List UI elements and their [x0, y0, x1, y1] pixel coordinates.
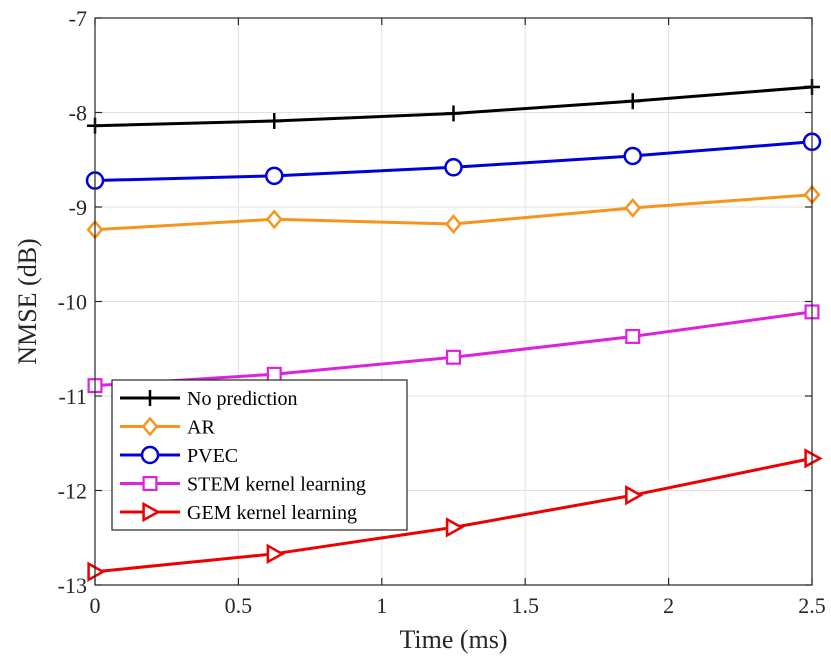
- square-marker: [142, 476, 158, 492]
- legend-item-gem-kernel-learning: GEM kernel learning: [120, 501, 357, 524]
- series-layer: [85, 78, 823, 582]
- circle-marker: [444, 158, 463, 177]
- y-tick-label: -9: [69, 195, 87, 220]
- plus-marker: [266, 113, 283, 130]
- circle-marker: [623, 146, 642, 166]
- legend-label: GEM kernel learning: [187, 502, 357, 524]
- triangle-right-marker: [142, 501, 161, 523]
- triangle-right-marker: [87, 561, 106, 582]
- diamond-marker: [445, 214, 462, 234]
- diamond-marker: [624, 198, 642, 218]
- legend-label: STEM kernel learning: [187, 474, 366, 496]
- circle-marker: [140, 445, 160, 465]
- plus-marker: [142, 390, 158, 406]
- axis-ticks: 0 0.5 1 1.5 2 2.5 -13 -12 -11 -10 -9 -8 -7: [58, 6, 826, 618]
- y-tick-label: -10: [58, 290, 87, 315]
- diamond-marker: [265, 209, 283, 230]
- triangle-right-marker: [804, 448, 823, 469]
- plus-marker: [624, 93, 641, 110]
- legend-label: No prediction: [187, 388, 298, 410]
- x-axis-title: Time (ms): [399, 625, 507, 654]
- square-marker: [625, 328, 641, 344]
- series-stem-kernel-learning: [87, 304, 820, 394]
- legend-item-no-prediction: No prediction: [120, 388, 298, 410]
- x-tick-label: 1: [376, 593, 387, 618]
- legend-label: PVEC: [187, 445, 238, 467]
- y-tick-label: -8: [69, 101, 87, 126]
- series-gem-kernel-learning: [87, 448, 823, 582]
- x-tick-label: 1.5: [511, 593, 539, 618]
- legend: No prediction AR PVEC STEM kernel learning G…: [111, 379, 408, 531]
- y-tick-label: -12: [58, 479, 87, 504]
- legend-label: AR: [187, 417, 215, 439]
- y-tick-label: -7: [69, 6, 87, 31]
- triangle-right-marker: [445, 517, 465, 538]
- series-pvec: [85, 132, 822, 190]
- square-marker: [266, 366, 282, 382]
- triangle-right-marker: [625, 485, 644, 506]
- legend-item-stem-kernel-learning: STEM kernel learning: [120, 474, 366, 496]
- legend-item-pvec: PVEC: [120, 445, 238, 467]
- y-tick-label: -13: [58, 573, 87, 598]
- x-tick-label: 2: [663, 593, 674, 618]
- triangle-right-marker: [266, 543, 285, 564]
- y-tick-label: -11: [58, 384, 87, 409]
- circle-marker: [265, 166, 284, 186]
- legend-item-ar: AR: [120, 417, 215, 439]
- square-marker: [446, 349, 462, 365]
- x-tick-label: 0: [90, 593, 101, 618]
- x-tick-label: 0.5: [225, 593, 253, 618]
- x-tick-label: 2.5: [798, 593, 826, 618]
- y-axis-title: NMSE (dB): [13, 238, 42, 364]
- diamond-marker: [141, 416, 159, 437]
- plus-marker: [445, 105, 462, 122]
